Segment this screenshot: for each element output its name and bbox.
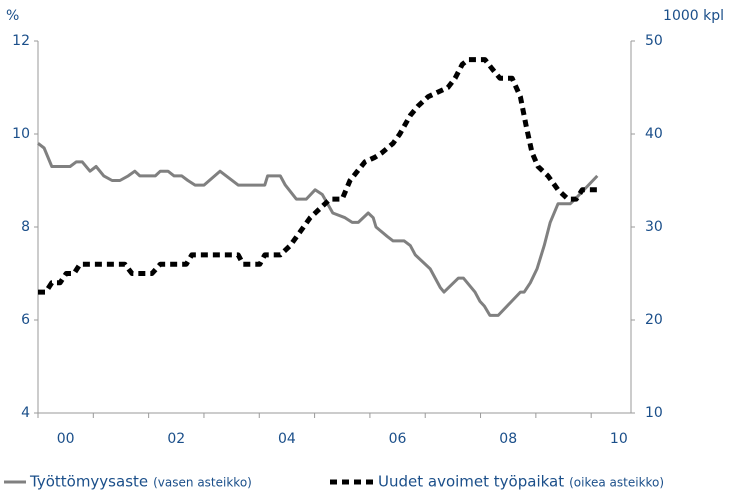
- x-tick-label: 08: [499, 431, 517, 447]
- y-tick-label: 10: [12, 126, 30, 142]
- legend-label: Uudet avoimet työpaikat: [378, 473, 564, 491]
- y2-tick-label: 20: [645, 312, 663, 328]
- legend-note: (oikea asteikko): [569, 476, 664, 490]
- left-axis-unit: %: [6, 8, 19, 24]
- y-tick-label: 8: [21, 219, 30, 235]
- y2-tick-label: 40: [645, 126, 663, 142]
- right-axis-unit: 1000 kpl: [663, 8, 724, 24]
- y-tick-label: 6: [21, 312, 30, 328]
- y-tick-label: 12: [12, 33, 30, 49]
- x-tick-label: 00: [57, 431, 75, 447]
- x-tick-label: 06: [389, 431, 407, 447]
- x-tick-label: 02: [167, 431, 185, 447]
- y2-tick-label: 30: [645, 219, 663, 235]
- series-line: [38, 57, 598, 295]
- x-tick-label: 04: [278, 431, 296, 447]
- y-tick-label: 4: [21, 405, 30, 421]
- legend-note: (vasen asteikko): [153, 476, 252, 490]
- legend-label: Työttömyysaste: [29, 473, 148, 491]
- y2-tick-label: 50: [645, 33, 663, 49]
- x-tick-label: 10: [610, 431, 628, 447]
- y2-tick-label: 10: [645, 405, 663, 421]
- series-line: [37, 142, 599, 317]
